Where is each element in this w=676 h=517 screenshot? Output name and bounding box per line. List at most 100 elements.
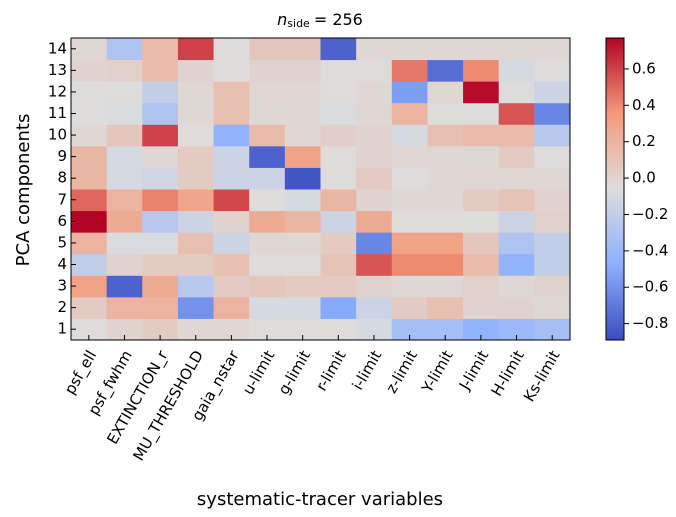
heatmap-cell — [391, 275, 428, 298]
plot-frame — [70, 37, 571, 341]
heatmap-cell — [320, 145, 357, 168]
y-axis-label: PCA components — [13, 114, 34, 267]
heatmap-cell — [106, 232, 143, 255]
y-tick-label: 1 — [57, 320, 67, 338]
heatmap-cell — [213, 296, 250, 319]
heatmap-cell — [177, 253, 215, 276]
heatmap-cell — [534, 296, 571, 319]
heatmap-cell — [498, 275, 535, 298]
heatmap-cell — [320, 210, 357, 233]
heatmap-cell — [142, 167, 179, 190]
heatmap-cell — [213, 318, 250, 341]
x-tick-label: J-limit — [455, 347, 492, 394]
heatmap-cell — [213, 145, 250, 168]
heatmap-cell — [177, 124, 215, 147]
heatmap-cell — [320, 275, 357, 298]
chart-title: nside = 256 — [277, 10, 363, 31]
heatmap-cell — [284, 124, 321, 147]
title-symbol: n — [277, 10, 287, 29]
heatmap-cell — [249, 145, 286, 168]
heatmap-cell — [71, 296, 108, 319]
colorbar — [605, 37, 625, 341]
heatmap-cell — [177, 189, 215, 212]
heatmap-cell — [534, 275, 571, 298]
heatmap-cell — [463, 59, 500, 82]
heatmap-cell — [142, 189, 179, 212]
heatmap-cell — [356, 81, 393, 104]
y-tick-label: 11 — [48, 104, 67, 122]
heatmap-cell — [391, 210, 428, 233]
heatmap-cell — [177, 38, 215, 61]
heatmap-cell — [463, 189, 500, 212]
heatmap-cell — [391, 38, 428, 61]
heatmap-cell — [71, 189, 108, 212]
heatmap-cell — [427, 145, 464, 168]
heatmap-cell — [249, 59, 286, 82]
heatmap-cell — [427, 81, 464, 104]
heatmap-cell — [427, 102, 464, 125]
heatmap-cell — [284, 167, 321, 190]
heatmap-cell — [498, 167, 535, 190]
heatmap-cell — [356, 167, 393, 190]
heatmap-cell — [498, 318, 535, 341]
y-tick-label: 3 — [57, 277, 67, 295]
heatmap-cell — [498, 189, 535, 212]
heatmap-cell — [498, 102, 535, 125]
heatmap-cell — [498, 38, 535, 61]
heatmap-cell — [356, 318, 393, 341]
heatmap-cell — [142, 59, 179, 82]
heatmap-cell — [463, 232, 500, 255]
heatmap-cell — [106, 318, 143, 341]
y-tick-label: 7 — [57, 190, 67, 208]
heatmap-cell — [320, 253, 357, 276]
heatmap-cell — [142, 232, 179, 255]
x-tick-label: z-limit — [382, 347, 421, 396]
heatmap-cell — [534, 189, 571, 212]
heatmap-cell — [249, 275, 286, 298]
heatmap-cell — [284, 210, 321, 233]
x-tick-label: Y-limit — [418, 347, 457, 397]
heatmap-cell — [71, 124, 108, 147]
heatmap-cell — [284, 38, 321, 61]
heatmap-cell — [320, 167, 357, 190]
heatmap-cell — [142, 124, 179, 147]
heatmap-cell — [463, 296, 500, 319]
heatmap-cell — [463, 318, 500, 341]
heatmap-cell — [391, 253, 428, 276]
heatmap-cell — [534, 59, 571, 82]
heatmap-cell — [284, 253, 321, 276]
colorbar-tick-label: 0.4 — [632, 96, 656, 114]
heatmap-cell — [177, 318, 215, 341]
heatmap-cell — [498, 210, 535, 233]
heatmap-cell — [249, 210, 286, 233]
heatmap-cell — [391, 102, 428, 125]
heatmap-cell — [463, 145, 500, 168]
heatmap-cell — [249, 124, 286, 147]
y-tick-label: 13 — [48, 61, 67, 79]
heatmap-cell — [71, 38, 108, 61]
heatmap-cell — [320, 124, 357, 147]
heatmap-cell — [71, 102, 108, 125]
x-tick-label: u-limit — [239, 347, 279, 398]
heatmap-cell — [427, 59, 464, 82]
heatmap-cell — [177, 296, 215, 319]
heatmap-cell — [284, 296, 321, 319]
heatmap-cell — [249, 167, 286, 190]
heatmap-cell — [142, 318, 179, 341]
y-tick-label: 12 — [48, 82, 67, 100]
heatmap-cell — [427, 318, 464, 341]
heatmap-cell — [213, 81, 250, 104]
x-tick-label: i-limit — [348, 347, 385, 393]
heatmap-cell — [427, 124, 464, 147]
heatmap-cell — [213, 253, 250, 276]
colorbar-tick-label: 0.6 — [632, 59, 656, 77]
heatmap-cell — [391, 59, 428, 82]
heatmap-cell — [71, 210, 108, 233]
heatmap-cell — [391, 296, 428, 319]
y-tick-label: 9 — [57, 147, 67, 165]
heatmap-cell — [534, 210, 571, 233]
heatmap-cell — [356, 145, 393, 168]
heatmap-cell — [427, 210, 464, 233]
heatmap-cell — [284, 145, 321, 168]
